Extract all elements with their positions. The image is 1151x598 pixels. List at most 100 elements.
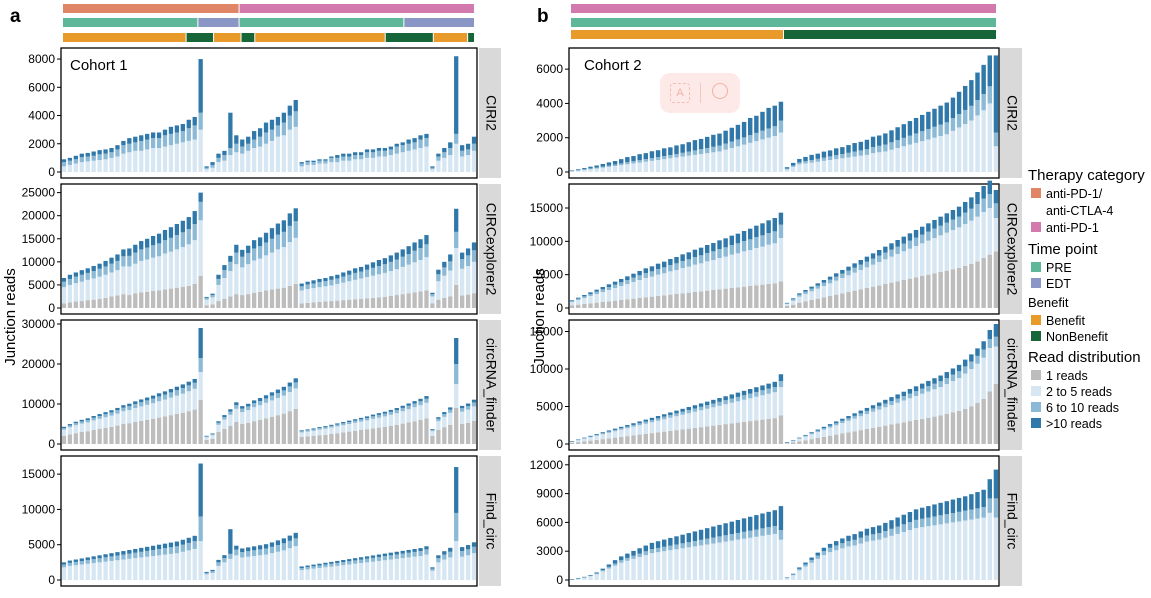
bar-segment-r6_10 [252,550,257,556]
bar-segment-r2_5 [121,266,126,295]
bar-segment-r10p [210,433,215,435]
bar-segment-r10p [382,258,388,265]
bar-segment-r10p [711,243,716,252]
bar-segment-r2_5 [275,398,281,416]
bar-segment-r6_10 [299,431,304,433]
y-tick-label: 0 [48,301,55,315]
bar-segment-r1 [156,417,162,444]
bar-segment-r6_10 [454,133,459,144]
bar-segment-r6_10 [418,139,423,148]
bar-segment-r10p [625,425,630,427]
bar-segment-r6_10 [901,137,906,147]
bar-segment-r6_10 [240,256,245,268]
bar-segment-r2_5 [803,294,808,302]
bar-segment-r2_5 [680,156,685,172]
bar-segment-r1 [944,270,949,308]
bar-segment-r10p [127,550,132,554]
bar-segment-r2_5 [649,160,655,172]
bar-segment-r10p [870,405,876,409]
bar-segment-r1 [827,296,833,308]
bar-segment-r2_5 [913,396,919,420]
bar-segment-r6_10 [85,560,90,564]
bar-segment-r6_10 [938,515,943,525]
bar-segment-r10p [335,155,340,158]
y-tick-label: 10000 [22,397,56,411]
bar-segment-r2_5 [950,230,956,270]
bar-segment-r2_5 [150,556,156,580]
bar-segment-r6_10 [950,512,956,523]
bar-segment-r1 [353,299,358,308]
bar-segment-r6_10 [234,143,239,153]
bar-segment-r2_5 [109,415,114,427]
bar-segment-r6_10 [748,530,753,538]
bar-segment-r2_5 [388,155,393,172]
bar-segment-r6_10 [180,388,185,394]
bar-segment-r1 [840,293,845,308]
bar-segment-r2_5 [643,555,648,580]
bar-segment-r2_5 [174,249,180,288]
bar-segment-r6_10 [926,128,931,140]
bar-segment-r6_10 [674,413,679,417]
annotation-cell-pre [239,18,404,27]
bar-segment-r2_5 [993,346,999,384]
bar-segment-r2_5 [668,417,673,431]
bar-segment-r6_10 [877,405,882,410]
bar-segment-r6_10 [907,522,913,531]
bar-segment-r6_10 [877,145,882,153]
annotation-cell-nonbenefit [784,30,996,39]
bar-segment-r6_10 [686,410,691,414]
facet-border [568,183,1000,315]
bar-segment-r10p [168,126,174,134]
bar-segment-r6_10 [981,94,986,111]
bar-segment-r2_5 [436,421,441,430]
bar-segment-r6_10 [424,244,429,258]
bar-segment-r10p [400,249,405,257]
bar-segment-r6_10 [388,149,393,156]
bar-segment-r6_10 [364,269,370,278]
bar-segment-r2_5 [311,568,316,580]
bar-segment-r1 [269,416,275,444]
bar-segment-r10p [569,300,575,301]
bar-segment-r6_10 [418,248,423,260]
bar-segment-r6_10 [594,434,599,436]
bar-segment-r10p [317,427,322,429]
bar-segment-r2_5 [662,159,667,172]
bar-segment-r10p [981,186,986,199]
bar-segment-r6_10 [588,168,593,170]
bar-segment-r1 [162,289,168,308]
bar-segment-r2_5 [784,169,790,172]
bar-segment-r6_10 [145,139,150,150]
bar-segment-r6_10 [364,418,370,421]
bar-segment-r6_10 [442,267,447,276]
bar-segment-r10p [778,374,784,381]
bar-segment-r10p [103,412,108,415]
bar-segment-r2_5 [353,279,358,300]
bar-segment-r2_5 [846,420,851,433]
bar-segment-r10p [67,157,73,161]
bar-segment-r10p [600,568,605,571]
bar-segment-r10p [735,124,741,140]
bar-segment-r2_5 [797,570,802,580]
bar-segment-r10p [234,545,239,550]
bar-segment-r6_10 [121,407,126,412]
bar-segment-r10p [705,528,710,539]
bar-segment-r1 [174,287,180,308]
bar-segment-r6_10 [424,398,429,403]
bar-segment-r6_10 [436,558,441,563]
bar-segment-r2_5 [643,423,648,434]
bar-segment-r2_5 [723,541,728,580]
bar-segment-r10p [364,416,370,418]
y-tick-label: 8000 [28,52,55,66]
bar-segment-r1 [870,286,876,308]
bar-segment-r6_10 [436,274,441,282]
bar-segment-r2_5 [174,143,180,172]
bar-segment-r2_5 [883,259,888,284]
bar-segment-r6_10 [358,559,364,564]
bar-segment-r6_10 [323,427,328,429]
bar-segment-r10p [85,557,90,561]
bar-segment-r2_5 [913,142,919,172]
bar-segment-r1 [210,438,215,444]
bar-segment-r1 [938,415,943,444]
bar-segment-r2_5 [162,554,168,580]
bar-segment-r10p [73,272,78,277]
